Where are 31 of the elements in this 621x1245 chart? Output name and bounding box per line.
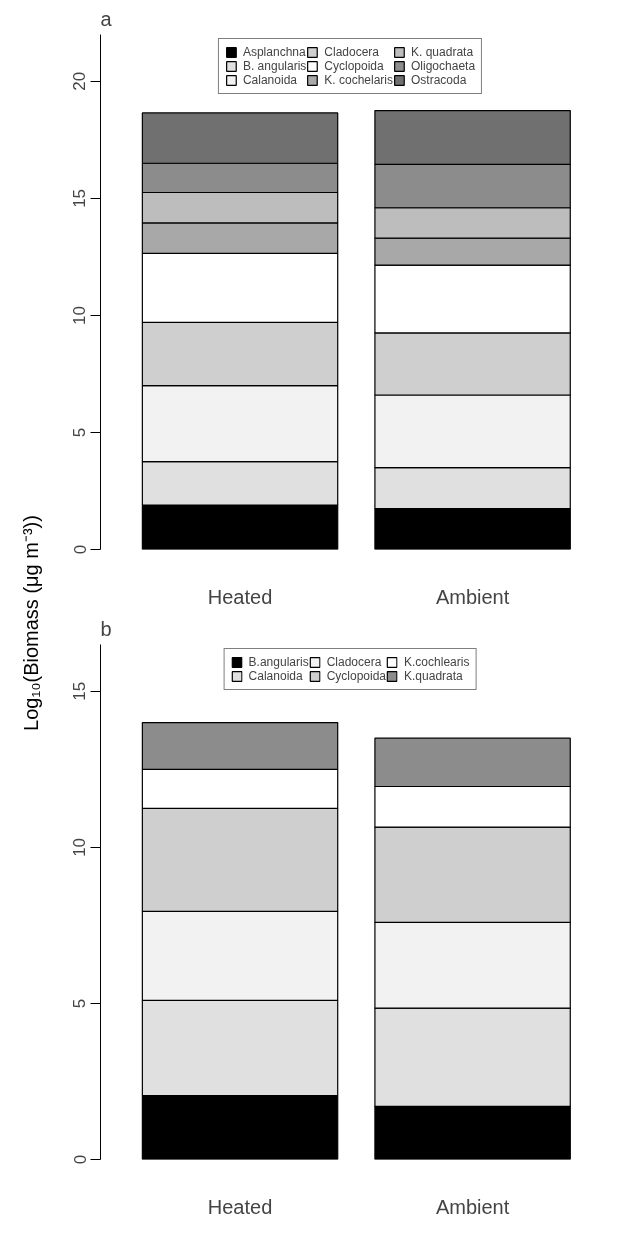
legend-label: Cyclopoida: [324, 59, 384, 73]
x-tick-label: Heated: [207, 585, 273, 608]
x-tick-label: Ambient: [435, 585, 510, 608]
y-tick-label: 0: [70, 1154, 90, 1165]
legend-label: Asplanchna: [242, 45, 306, 59]
chart-title: a: [100, 7, 113, 30]
chart-title: b: [100, 617, 112, 640]
legend-label: K.cochlearis: [404, 655, 470, 669]
legend-label: Cyclopoida: [326, 669, 387, 683]
legend-label: K. cochelaris: [324, 73, 394, 87]
legend-label: Calanoida: [248, 669, 303, 683]
legend-label: B.angularis: [248, 655, 309, 669]
legend-label: Calanoida: [242, 73, 297, 87]
x-tick-label: Heated: [207, 1195, 273, 1218]
y-tick-label: 10: [70, 305, 90, 325]
legend-label: Oligochaeta: [411, 59, 476, 73]
y-tick-label: 15: [70, 188, 90, 208]
y-tick-label: 0: [70, 544, 90, 555]
y-tick-label: 5: [70, 998, 90, 1009]
legend-label: B. angularis: [242, 59, 307, 73]
legend-label: Cladocera: [324, 45, 380, 59]
legend-label: K.quadrata: [404, 669, 463, 683]
y-tick-label: 5: [70, 427, 90, 438]
y-tick-label: 15: [70, 681, 90, 701]
legend-label: Cladocera: [326, 655, 382, 669]
y-tick-label: 20: [70, 71, 90, 91]
legend-label: Ostracoda: [411, 73, 467, 87]
legend-label: K. quadrata: [411, 45, 474, 59]
x-tick-label: Ambient: [435, 1195, 510, 1218]
y-tick-label: 10: [70, 837, 90, 857]
y-axis-title: Log₁₀(Biomass (μg m⁻³)): [19, 515, 42, 731]
